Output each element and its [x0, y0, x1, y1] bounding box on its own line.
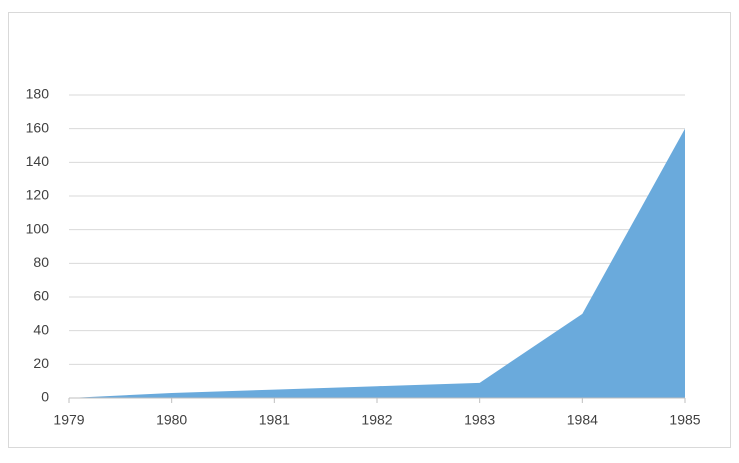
y-tick-label: 160 [26, 119, 50, 135]
y-tick-label: 0 [41, 389, 49, 405]
y-tick-label: 180 [26, 86, 50, 102]
x-tick-label: 1982 [361, 412, 392, 428]
y-tick-label: 40 [33, 321, 49, 337]
y-tick-label: 100 [26, 220, 50, 236]
y-tick-label: 140 [26, 153, 50, 169]
x-tick-label: 1983 [464, 412, 495, 428]
y-tick-label: 60 [33, 288, 49, 304]
x-tick-label: 1984 [567, 412, 598, 428]
x-tick-label: 1980 [156, 412, 187, 428]
x-tick-label: 1979 [53, 412, 84, 428]
area [69, 128, 685, 398]
x-tick-label: 1985 [669, 412, 700, 428]
y-tick-label: 120 [26, 187, 50, 203]
x-tick-label: 1981 [259, 412, 290, 428]
y-tick-label: 20 [33, 355, 49, 371]
y-tick-label: 80 [33, 254, 49, 270]
